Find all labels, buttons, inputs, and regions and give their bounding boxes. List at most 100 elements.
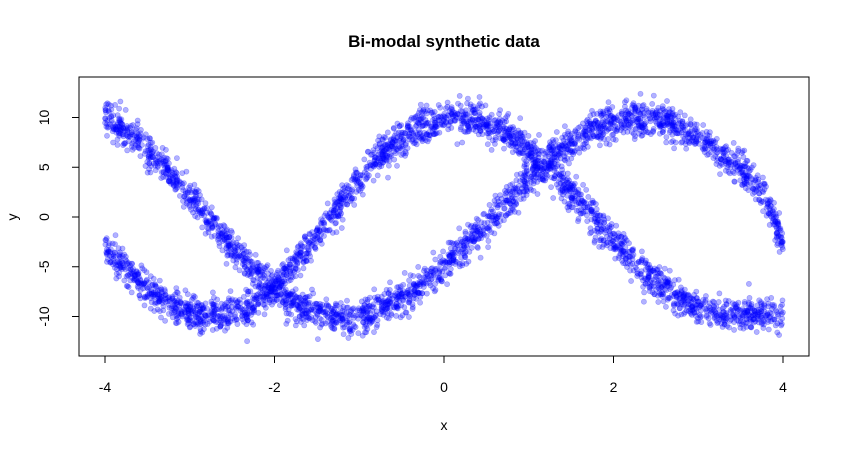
data-point [571,141,578,148]
data-point [255,259,262,266]
data-point [656,124,663,130]
data-point [204,209,210,216]
data-point [385,174,391,181]
data-point [550,195,557,201]
data-point [170,309,177,316]
data-point [332,319,339,326]
data-point [497,201,504,208]
data-point [754,183,760,190]
data-point [344,185,351,192]
data-point [136,292,143,299]
data-point [391,304,398,311]
data-point [103,237,109,243]
data-point [234,298,241,305]
data-point [726,324,732,331]
data-point [469,236,476,243]
data-point [346,326,353,333]
data-point [379,136,386,143]
data-point [260,301,267,308]
data-point [189,318,196,324]
data-point [245,248,252,255]
data-point [339,321,346,328]
data-point [278,282,285,289]
data-point [721,149,728,156]
data-point [685,291,692,298]
data-point [337,194,344,201]
data-point [775,240,781,247]
data-point [299,291,306,298]
data-point [136,133,143,140]
data-point [112,102,118,108]
data-point [139,135,146,142]
data-point [141,267,148,273]
data-point [672,111,679,118]
data-point [476,94,483,100]
data-point [765,210,772,217]
data-point [765,319,771,325]
data-point [117,117,124,123]
data-point [440,248,446,255]
data-point [164,167,171,174]
data-point [255,268,262,275]
data-point [439,268,446,275]
data-point [646,261,652,268]
data-point [492,136,499,143]
data-point [557,155,564,162]
data-point [241,318,247,325]
data-point [560,170,567,177]
data-point [205,226,212,232]
data-point [116,132,123,139]
data-point [142,163,149,169]
data-point [753,174,759,181]
data-point [174,297,181,304]
data-point [575,125,582,131]
data-point [435,276,442,283]
data-point [593,206,600,213]
data-point [534,165,541,172]
data-point [735,318,742,325]
data-point [322,210,329,217]
data-point [761,186,768,193]
data-point [208,233,215,240]
data-point [221,320,228,327]
data-point [582,132,589,139]
data-point [297,245,304,252]
data-point [627,112,634,119]
data-point [128,289,135,296]
data-point [437,104,444,111]
data-point [679,118,686,125]
data-point [515,209,522,216]
x-axis-label: x [441,417,448,433]
data-point [574,145,581,152]
data-point [299,310,305,317]
data-point [402,309,409,316]
data-point [393,300,400,307]
data-point [477,121,484,128]
data-point [424,138,431,145]
data-point [243,286,249,293]
data-point [122,128,128,135]
data-point [432,286,439,293]
data-point [268,283,275,290]
data-point [555,151,562,158]
data-point [244,272,251,278]
data-point [192,213,198,219]
data-point [592,119,599,125]
data-point [638,274,645,281]
data-point [437,266,443,273]
data-point [619,110,625,117]
data-point [250,309,257,316]
data-point [553,129,560,135]
y-tick-label: -10 [36,306,52,326]
data-point [114,123,120,130]
data-point [210,215,217,222]
y-tick-label: 0 [36,213,52,221]
data-point [401,269,408,276]
data-point [583,139,590,146]
data-point [140,134,147,141]
data-point [720,154,727,161]
data-point [741,163,748,170]
data-point [463,260,470,267]
data-point [707,321,714,328]
